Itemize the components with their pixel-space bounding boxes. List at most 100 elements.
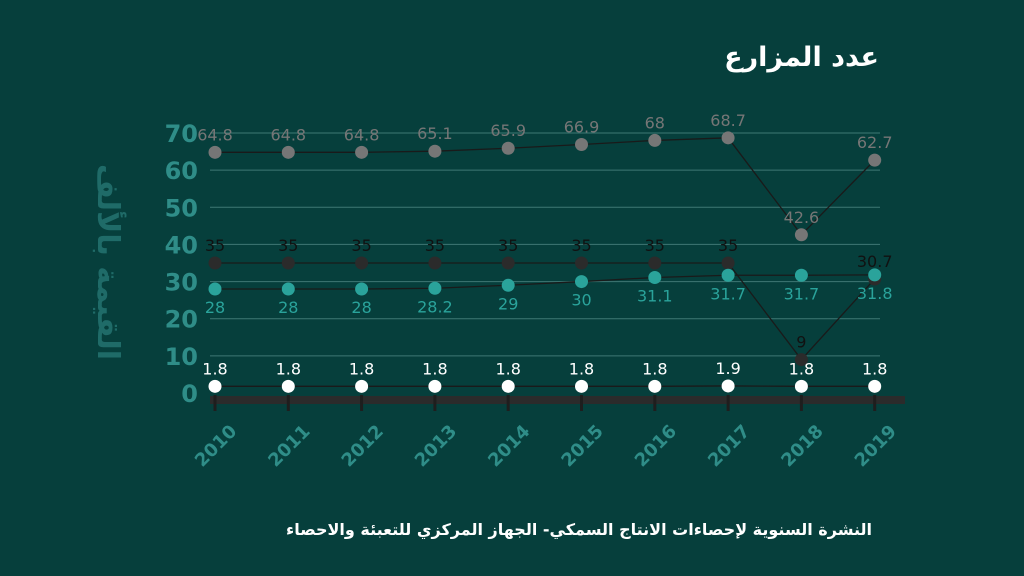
- data-label: 1.8: [789, 359, 814, 378]
- data-label: 30: [571, 291, 591, 310]
- data-point: [355, 145, 369, 159]
- y-tick-label: 60: [165, 157, 198, 185]
- data-label: 35: [351, 236, 371, 255]
- data-label: 35: [278, 236, 298, 255]
- data-point: [868, 379, 882, 393]
- data-point: [208, 256, 222, 270]
- data-point: [648, 270, 662, 284]
- data-point: [428, 256, 442, 270]
- data-point: [501, 256, 515, 270]
- data-label: 64.8: [197, 125, 233, 144]
- y-tick-label: 20: [165, 306, 198, 334]
- x-tick-label: 2013: [411, 421, 461, 471]
- data-label: 64.8: [344, 125, 380, 144]
- data-point: [794, 379, 808, 393]
- data-label: 35: [718, 236, 738, 255]
- data-point: [501, 278, 515, 292]
- data-label: 1.8: [202, 359, 227, 378]
- x-tick-label: 2018: [777, 421, 827, 471]
- data-label: 1.8: [642, 359, 667, 378]
- data-label: 1.8: [422, 359, 447, 378]
- data-label: 31.8: [857, 284, 893, 303]
- series-4: 1.8 1.8 1.8 1.8 1.8 1.8 1.8 1.9 1.8 1.8: [202, 359, 887, 393]
- x-tick-label: 2017: [704, 421, 754, 471]
- data-point: [428, 144, 442, 158]
- data-label: 28: [278, 298, 298, 317]
- y-tick-label: 40: [165, 231, 198, 259]
- source-note: النشرة السنوية لإحصاءات الانتاج السمكي- …: [286, 520, 872, 539]
- data-point: [428, 281, 442, 295]
- data-point: [281, 379, 295, 393]
- data-point: [281, 256, 295, 270]
- data-label: 31.7: [784, 284, 820, 303]
- data-label: 1.9: [715, 359, 740, 378]
- data-label: 9: [796, 333, 806, 352]
- data-point: [575, 379, 588, 393]
- data-label: 1.8: [495, 359, 520, 378]
- data-label: 28: [205, 298, 225, 317]
- data-label: 35: [571, 236, 591, 255]
- data-label: 1.8: [349, 359, 374, 378]
- data-point: [794, 353, 808, 367]
- data-label: 68.7: [710, 111, 746, 130]
- series-1: 64.8 64.8 64.8 65.1 65.9 66.9 68 68.7 42.6 62.7: [197, 111, 893, 242]
- data-point: [721, 379, 735, 393]
- x-tick-label: 2012: [338, 421, 388, 471]
- x-tick-label: 2016: [631, 421, 681, 471]
- data-point: [868, 153, 882, 167]
- data-point: [208, 145, 222, 159]
- x-tick-label: 2014: [484, 421, 534, 471]
- data-label: 42.6: [784, 208, 820, 227]
- data-label: 28.2: [417, 297, 453, 316]
- data-label: 28: [351, 298, 371, 317]
- data-point: [355, 379, 369, 393]
- data-label: 1.8: [569, 359, 594, 378]
- data-point: [868, 268, 882, 282]
- data-label: 35: [205, 236, 225, 255]
- series-layer: 64.8 64.8 64.8 65.1 65.9 66.9 68 68.7 42.6 62.7 35…: [197, 111, 893, 393]
- data-point: [721, 256, 735, 270]
- y-axis: 0 10 20 30 40 50 60 70: [165, 120, 198, 408]
- data-point: [501, 141, 515, 155]
- data-label: 29: [498, 294, 518, 313]
- data-label: 68: [645, 113, 665, 132]
- x-tick-label: 2019: [851, 421, 901, 471]
- x-tick-label: 2015: [557, 421, 607, 471]
- series-line: [215, 274, 875, 290]
- data-point: [575, 138, 588, 152]
- data-point: [208, 282, 222, 296]
- series-line: [215, 137, 876, 236]
- y-tick-label: 50: [165, 194, 198, 222]
- data-point: [648, 379, 662, 393]
- data-point: [281, 282, 295, 296]
- data-label: 35: [498, 236, 518, 255]
- data-point: [428, 379, 442, 393]
- data-point: [721, 131, 735, 145]
- y-tick-label: 70: [165, 120, 198, 148]
- data-point: [794, 268, 808, 282]
- data-label: 62.7: [857, 133, 893, 152]
- data-point: [575, 275, 588, 289]
- series-line: [215, 262, 876, 361]
- data-point: [355, 256, 369, 270]
- data-label: 31.7: [710, 284, 746, 303]
- data-label: 64.8: [270, 125, 306, 144]
- y-tick-label: 30: [165, 269, 198, 297]
- x-tick-label: 2011: [264, 421, 314, 471]
- data-point: [208, 379, 222, 393]
- data-point: [575, 256, 588, 270]
- data-point: [501, 379, 515, 393]
- chart-title: عدد المزارع: [724, 42, 879, 73]
- data-label: 65.1: [417, 124, 453, 143]
- x-axis: 2010 2011 2012 2013 2014 2015 2016 2017 2018 2019: [191, 395, 905, 471]
- data-label: 66.9: [564, 118, 600, 137]
- data-point: [281, 145, 295, 159]
- data-label: 31.1: [637, 286, 673, 305]
- y-axis-label: القيمة بالألف: [90, 164, 127, 360]
- data-label: 1.8: [276, 359, 301, 378]
- series-3: 28 28 28 28.2 29 30 31.1 31.7 31.7 31.8: [205, 268, 893, 317]
- x-tick-label: 2010: [191, 421, 241, 471]
- data-point: [794, 228, 808, 242]
- data-label: 35: [425, 236, 445, 255]
